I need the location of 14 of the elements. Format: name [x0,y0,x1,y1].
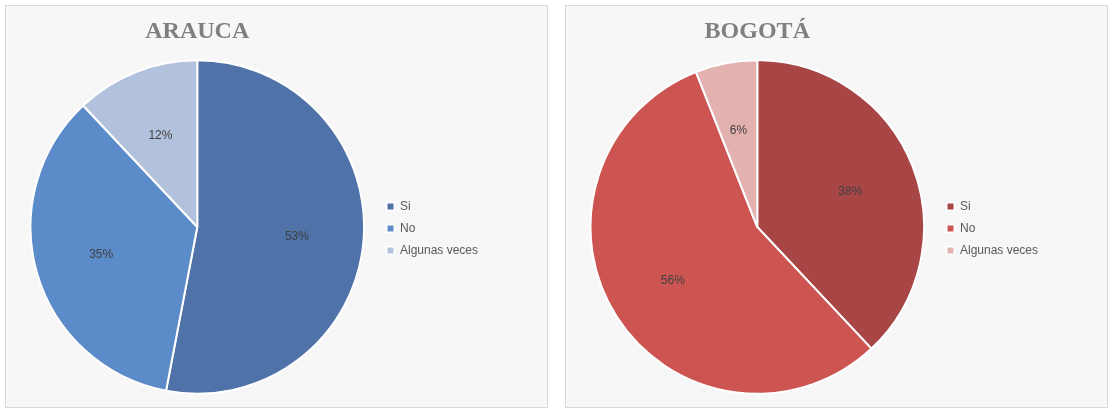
data-label: 38% [838,183,863,198]
legend-label: Algunas veces [400,243,479,257]
legend-label: No [960,221,977,235]
legend-label: No [400,221,417,235]
legend-label: Si [960,199,972,213]
legend-label: Algunas veces [960,243,1039,257]
data-label: 53% [284,229,310,244]
data-label: 6% [729,123,748,138]
data-label: 35% [89,247,114,262]
chart-title: ARAUCA [145,17,250,44]
data-label: 12% [148,128,173,143]
data-label: 56% [660,272,686,287]
chart-title: BOGOTÁ [704,17,811,44]
legend-label: Si [400,199,412,213]
